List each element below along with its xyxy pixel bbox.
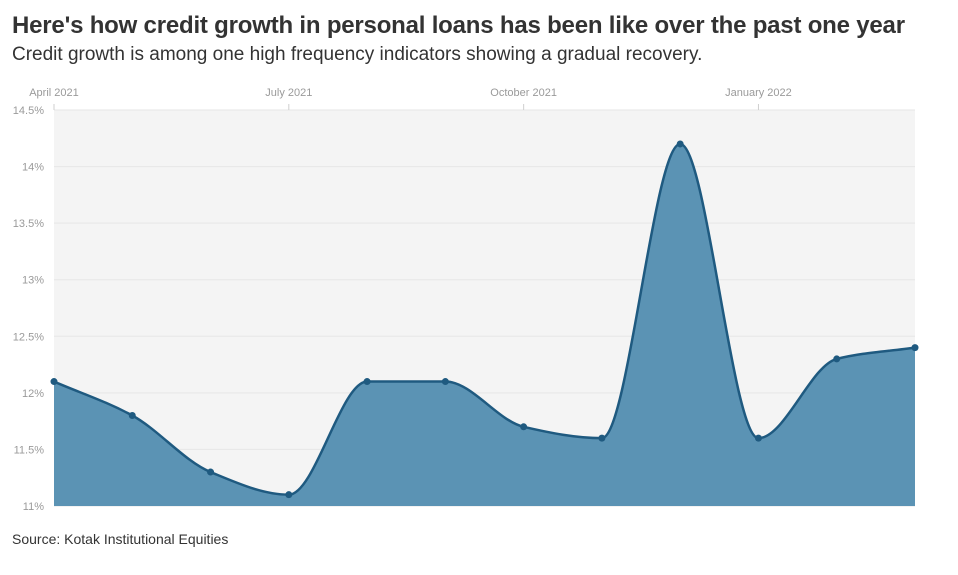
y-tick-label: 14% <box>22 162 44 174</box>
data-point[interactable] <box>285 491 293 499</box>
chart-subtitle: Credit growth is among one high frequenc… <box>12 44 703 65</box>
y-tick-label: 12% <box>22 388 44 400</box>
y-tick-label: 13% <box>22 275 44 287</box>
x-tick-label: April 2021 <box>29 87 79 99</box>
data-point[interactable] <box>598 434 606 442</box>
data-point[interactable] <box>441 378 449 386</box>
x-tick-label: July 2021 <box>265 87 312 99</box>
data-points <box>50 140 919 499</box>
x-tick-label: January 2022 <box>725 87 792 99</box>
data-point[interactable] <box>833 355 841 363</box>
data-point[interactable] <box>911 344 919 352</box>
data-point[interactable] <box>50 378 58 386</box>
y-axis: 11% 11.5% 12% 12.5% 13% 13.5% 14% 14.5% <box>13 105 44 513</box>
source-note: Source: Kotak Institutional Equities <box>12 531 229 547</box>
y-tick-label: 12.5% <box>13 331 44 343</box>
data-point[interactable] <box>128 411 136 419</box>
data-point[interactable] <box>754 434 762 442</box>
chart-title: Here's how credit growth in personal loa… <box>12 12 905 39</box>
data-point[interactable] <box>520 423 528 431</box>
y-tick-label: 14.5% <box>13 105 44 117</box>
data-point[interactable] <box>363 378 371 386</box>
y-tick-label: 11.5% <box>14 444 45 456</box>
y-tick-label: 11% <box>23 501 44 513</box>
series-area <box>54 143 915 506</box>
data-point[interactable] <box>207 468 215 476</box>
data-point[interactable] <box>676 140 684 148</box>
x-tick-label: October 2021 <box>490 87 557 99</box>
y-tick-label: 13.5% <box>13 218 44 230</box>
x-axis: April 2021 July 2021 October 2021 January 2… <box>29 87 792 110</box>
